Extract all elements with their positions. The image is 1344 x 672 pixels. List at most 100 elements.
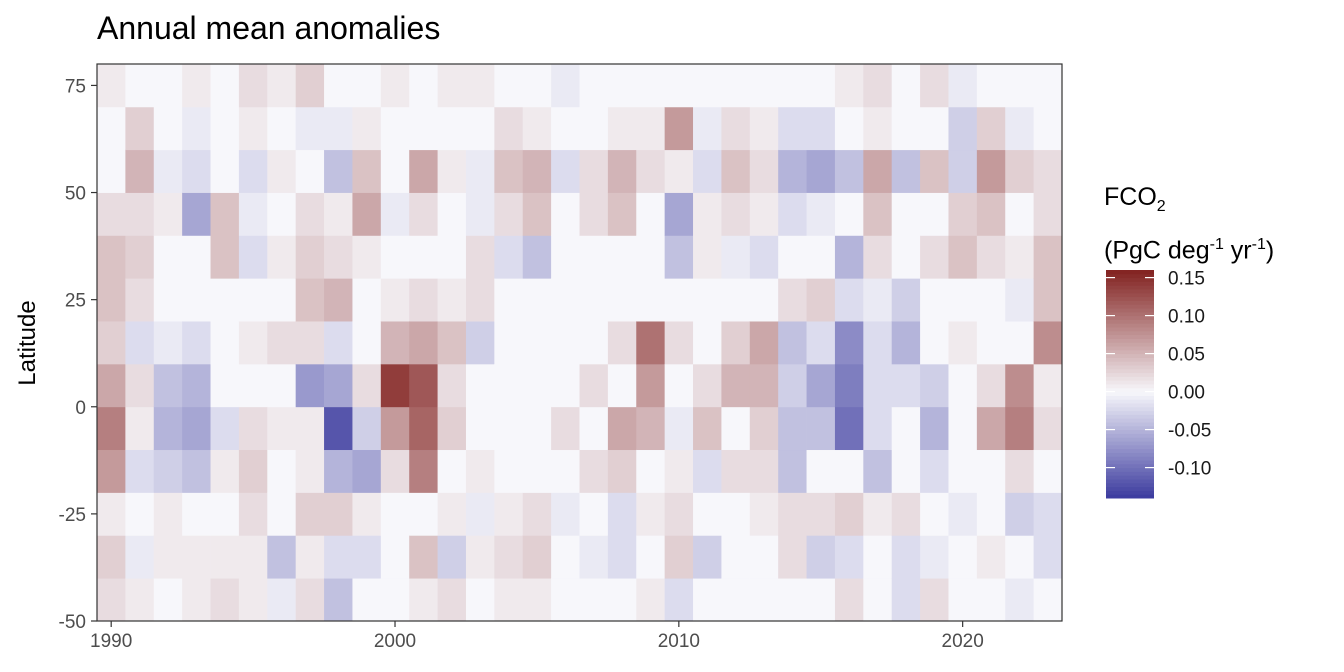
colorbar-segment — [1106, 433, 1154, 438]
colorbar-segment — [1106, 368, 1154, 374]
heatmap-cell — [863, 106, 893, 151]
heatmap-cell — [267, 578, 297, 622]
heatmap-cell — [409, 278, 438, 322]
heatmap-cell — [749, 492, 779, 536]
heatmap-cell — [607, 492, 637, 536]
heatmap-cell — [579, 106, 609, 151]
heatmap-cell — [551, 363, 580, 408]
heatmap-cell — [465, 406, 495, 451]
heatmap-cell — [693, 64, 722, 108]
colorbar-segment — [1106, 387, 1154, 393]
heatmap-cell — [664, 235, 694, 279]
heatmap-cell — [863, 535, 893, 579]
heatmap-cell — [579, 149, 609, 193]
heatmap-cell — [806, 406, 836, 451]
heatmap-cell — [465, 278, 495, 322]
colorbar-segment — [1106, 410, 1154, 415]
heatmap-cell — [210, 535, 240, 579]
heatmap-cell — [1005, 106, 1035, 151]
heatmap-cell — [182, 363, 211, 408]
colorbar-segment — [1106, 285, 1154, 290]
heatmap-cell — [125, 449, 155, 493]
heatmap-cell — [97, 535, 126, 579]
heatmap-cell — [806, 535, 836, 579]
heatmap-cell — [465, 535, 495, 579]
heatmap-cell — [522, 64, 552, 108]
colorbar-segment — [1106, 482, 1154, 488]
colorbar-title-line1: FCO2 — [1104, 183, 1166, 215]
heatmap-cell — [465, 235, 495, 279]
heatmap-cell — [1005, 406, 1035, 451]
heatmap-cell — [920, 406, 949, 451]
heatmap-cell — [210, 321, 240, 365]
heatmap-cell — [891, 492, 921, 536]
heatmap-cell — [664, 406, 694, 451]
heatmap-cell — [522, 235, 552, 279]
colorbar-segment — [1106, 346, 1154, 351]
heatmap-cell — [1005, 363, 1035, 408]
heatmap-cell — [352, 235, 382, 279]
heatmap-cell — [806, 64, 836, 108]
heatmap-cell — [806, 492, 836, 536]
heatmap-cell — [891, 535, 921, 579]
heatmap-cell — [891, 149, 921, 193]
heatmap-cell — [834, 406, 864, 451]
heatmap-cell — [920, 321, 949, 365]
colorbar-tick-label: 0.15 — [1168, 269, 1205, 290]
heatmap-cell — [352, 192, 382, 236]
heatmap-cell — [721, 64, 751, 108]
heatmap-cell — [636, 149, 666, 193]
heatmap-cell — [636, 106, 666, 151]
heatmap-cell — [522, 149, 552, 193]
heatmap-cell — [465, 192, 495, 236]
heatmap-cell — [409, 321, 438, 365]
colorbar-segment — [1106, 304, 1154, 309]
heatmap-cell — [437, 64, 467, 108]
heatmap-cell — [522, 363, 552, 408]
heatmap-cell — [352, 149, 382, 193]
heatmap-cell — [97, 235, 126, 279]
heatmap-cell — [891, 406, 921, 451]
heatmap-cell — [324, 363, 353, 408]
heatmap-cell — [693, 578, 722, 622]
heatmap-cell — [693, 492, 722, 536]
heatmap-cell — [721, 235, 751, 279]
heatmap-cell — [721, 406, 751, 451]
heatmap-cell — [721, 192, 751, 236]
heatmap-cell — [324, 578, 353, 622]
heatmap-cell — [976, 578, 1006, 622]
heatmap-cell — [324, 406, 353, 451]
heatmap-cell — [778, 192, 807, 236]
heatmap-cell — [153, 106, 183, 151]
heatmap-cell — [210, 192, 240, 236]
heatmap-cell — [125, 278, 155, 322]
heatmap-cell — [125, 106, 155, 151]
heatmap-cell — [380, 64, 410, 108]
heatmap-cell — [97, 449, 126, 493]
heatmap-cell — [494, 406, 524, 451]
heatmap-cell — [267, 106, 297, 151]
colorbar-segment — [1106, 292, 1154, 298]
colorbar-segment — [1106, 494, 1154, 499]
heatmap-cell — [636, 492, 666, 536]
colorbar-segment — [1106, 448, 1154, 453]
colorbar-segment — [1106, 353, 1154, 358]
heatmap-cell — [607, 106, 637, 151]
colorbar-segment — [1106, 479, 1154, 484]
heatmap-cell — [153, 321, 183, 365]
heatmap-cell — [437, 149, 467, 193]
heatmap-cell — [1033, 321, 1063, 365]
heatmap-cell — [579, 363, 609, 408]
heatmap-cell — [579, 492, 609, 536]
heatmap-cell — [295, 492, 325, 536]
heatmap-cell — [210, 492, 240, 536]
colorbar-segment — [1106, 270, 1154, 275]
heatmap-cell — [721, 363, 751, 408]
heatmap-cell — [693, 321, 722, 365]
heatmap-cell — [948, 149, 978, 193]
heatmap-cell — [948, 106, 978, 151]
heatmap-cell — [324, 492, 353, 536]
heatmap-cell — [693, 278, 722, 322]
colorbar-segment — [1106, 486, 1154, 491]
colorbar-segment — [1106, 452, 1154, 457]
